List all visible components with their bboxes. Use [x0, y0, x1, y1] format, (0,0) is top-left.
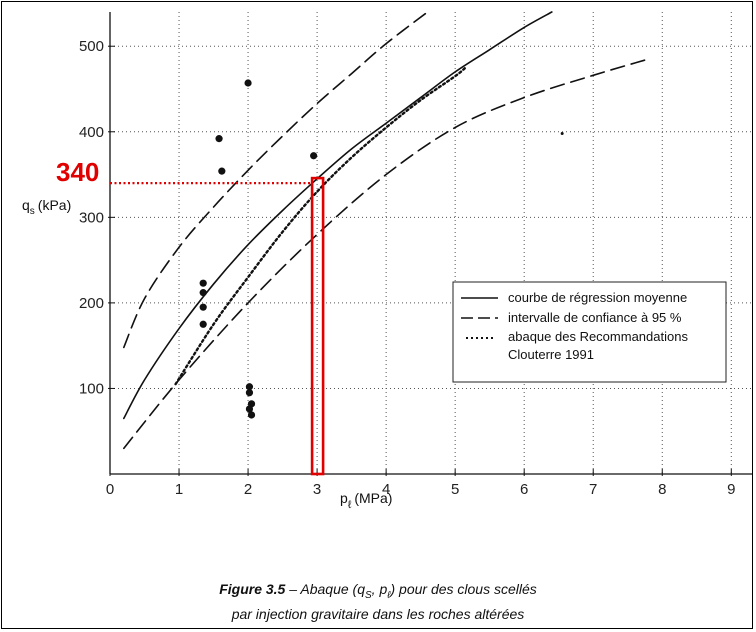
data-point-2 — [218, 167, 226, 175]
annotation-label: 340 — [56, 157, 99, 187]
legend: courbe de régression moyenne intervalle … — [452, 281, 727, 383]
grid — [110, 12, 752, 474]
axes — [108, 12, 752, 476]
caption-line-2: par injection gravitaire dans les roches… — [231, 605, 525, 622]
series-line-0-solid — [123, 11, 553, 420]
series-lines — [123, 11, 650, 450]
y-tick-label-300: 300 — [79, 209, 104, 226]
x-tick-label-6: 6 — [520, 481, 528, 498]
x-tick-label-1: 1 — [175, 481, 183, 498]
legend-label-regression: courbe de régression moyenne — [508, 290, 687, 305]
x-axis-label: pℓ (MPa) — [340, 490, 392, 511]
x-tick-label-4: 4 — [382, 481, 390, 498]
caption-figure-label: Figure 3.5 — [219, 581, 286, 597]
data-point-0 — [244, 79, 252, 87]
data-point-6 — [199, 303, 207, 311]
legend-label-confidence: intervalle de confiance à 95 % — [508, 310, 682, 325]
data-point-11 — [245, 405, 254, 413]
x-tick-label-3: 3 — [313, 481, 321, 498]
x-tick-label-8: 8 — [658, 481, 666, 498]
caption-line-1: Figure 3.5 – Abaque (qS, pℓ) pour des cl… — [219, 581, 537, 601]
data-point-13 — [560, 131, 564, 135]
annotation-340: 340 — [56, 157, 325, 476]
data-points — [199, 79, 564, 419]
data-point-4 — [199, 279, 207, 287]
x-tick-label-2: 2 — [244, 481, 252, 498]
series-line-2-dashed — [123, 58, 650, 450]
tick-labels: 0 1 2 3 4 5 6 7 8 9 100 200 300 400 500 — [79, 38, 735, 498]
data-point-5 — [199, 289, 207, 297]
x-tick-label-5: 5 — [451, 481, 459, 498]
annotation-bar — [310, 176, 325, 476]
data-point-3 — [310, 152, 318, 160]
legend-label-clouterre: Clouterre 1991 — [508, 347, 594, 362]
y-axis-label: qs (kPa) — [22, 197, 71, 217]
legend-box — [452, 281, 727, 383]
data-point-1 — [215, 135, 223, 143]
figure-caption: Figure 3.5 – Abaque (qS, pℓ) pour des cl… — [0, 580, 756, 624]
data-point-9 — [245, 389, 254, 397]
series-line-1-dashed — [123, 11, 429, 349]
data-point-7 — [199, 320, 207, 328]
y-tick-label-500: 500 — [79, 38, 104, 55]
data-point-8 — [245, 383, 254, 391]
data-point-12 — [247, 411, 256, 419]
y-tick-label-200: 200 — [79, 295, 104, 312]
y-tick-label-400: 400 — [79, 124, 104, 141]
x-tick-label-9: 9 — [727, 481, 735, 498]
x-tick-label-7: 7 — [589, 481, 597, 498]
series-line-3-dotted — [174, 66, 467, 386]
x-tick-label-0: 0 — [106, 481, 114, 498]
y-tick-label-100: 100 — [79, 380, 104, 397]
legend-label-abaque: abaque des Recommandations — [508, 329, 688, 344]
